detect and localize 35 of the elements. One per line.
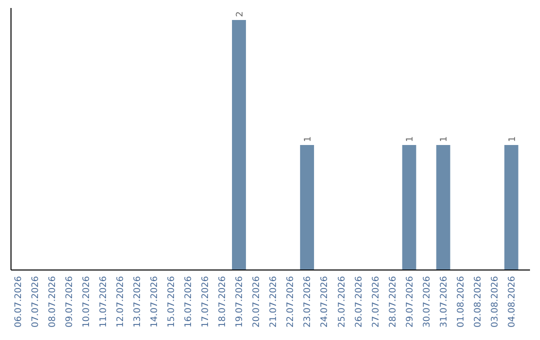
x-tick-label: 29.07.2026 xyxy=(405,276,416,328)
x-tick-label: 18.07.2026 xyxy=(218,276,228,328)
x-tick-label: 10.07.2026 xyxy=(82,276,92,328)
x-tick-label: 26.07.2026 xyxy=(354,276,364,328)
x-tick-label: 27.07.2026 xyxy=(371,276,382,328)
x-tick-label: 22.07.2026 xyxy=(286,276,296,328)
x-tick-label: 20.07.2026 xyxy=(252,276,262,328)
data-label: 1 xyxy=(440,136,450,142)
x-tick-label: 03.08.2026 xyxy=(490,276,500,328)
x-tick-label: 12.07.2026 xyxy=(116,276,126,328)
x-tick-label: 01.08.2026 xyxy=(456,276,466,328)
data-label: 1 xyxy=(406,136,416,142)
x-tick-label: 07.07.2026 xyxy=(30,276,41,328)
data-label: 2 xyxy=(235,11,246,17)
x-tick-label: 25.07.2026 xyxy=(337,276,348,328)
data-label: 1 xyxy=(508,136,518,142)
x-tick-label: 16.07.2026 xyxy=(184,276,194,328)
x-tick-label: 08.07.2026 xyxy=(48,276,58,328)
x-tick-label: 06.07.2026 xyxy=(14,276,24,328)
x-tick-label: 11.07.2026 xyxy=(98,276,109,328)
x-tick-label: 09.07.2026 xyxy=(64,276,75,328)
x-tick-label: 15.07.2026 xyxy=(167,276,178,328)
x-tick-label: 02.08.2026 xyxy=(473,276,484,328)
x-tick-label: 19.07.2026 xyxy=(235,276,246,328)
x-tick-label: 23.07.2026 xyxy=(303,276,314,328)
x-tick-label: 14.07.2026 xyxy=(150,276,160,328)
x-tick-label: 31.07.2026 xyxy=(439,276,450,328)
x-tick-label: 13.07.2026 xyxy=(132,276,143,328)
x-tick-label: 21.07.2026 xyxy=(269,276,280,328)
x-tick-label: 28.07.2026 xyxy=(388,276,398,328)
data-label: 1 xyxy=(304,136,314,142)
x-tick-label: 04.08.2026 xyxy=(507,276,518,328)
x-tick-label: 17.07.2026 xyxy=(201,276,212,328)
x-tick-label: 24.07.2026 xyxy=(320,276,330,328)
x-tick-label: 30.07.2026 xyxy=(422,276,432,328)
